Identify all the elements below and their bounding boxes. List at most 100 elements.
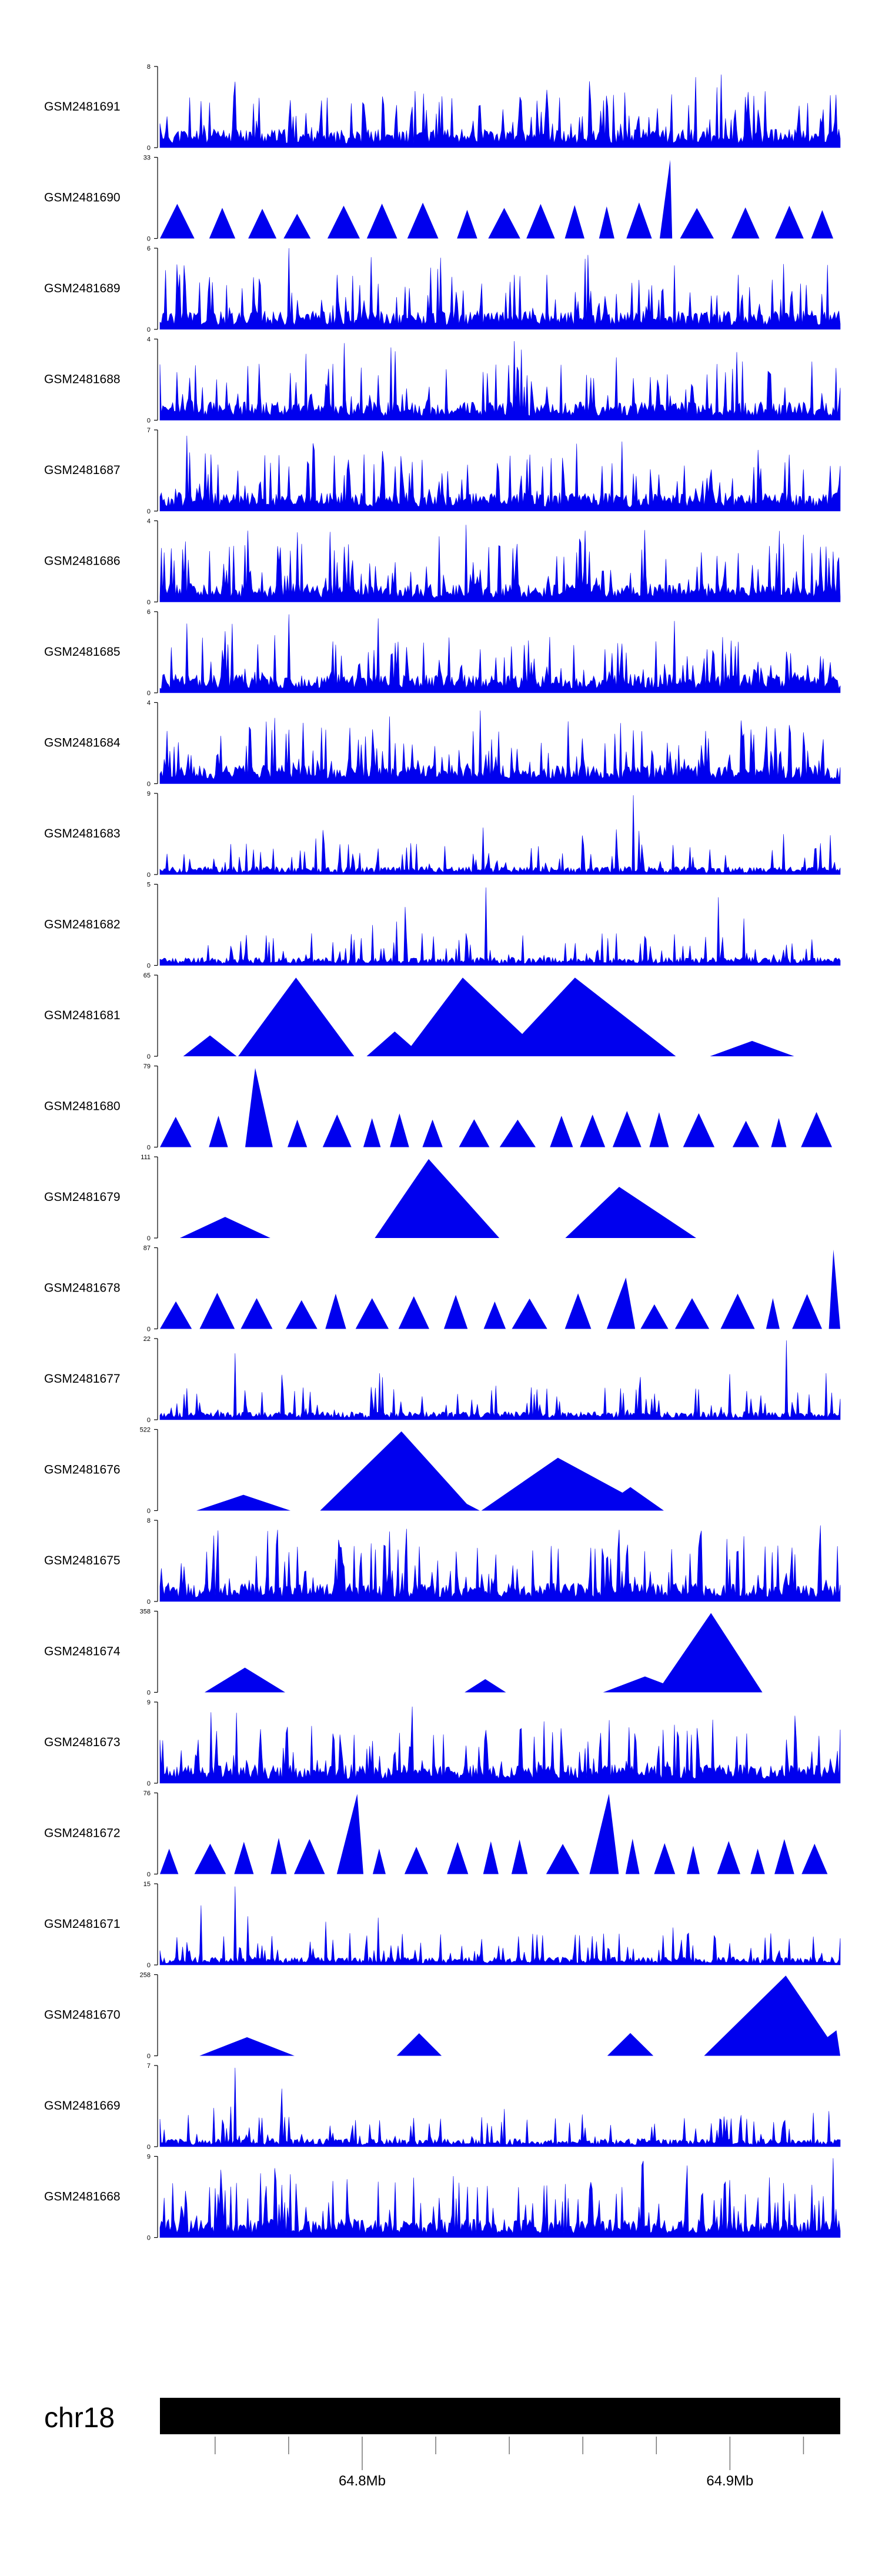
y-tick-label-max: 7 <box>147 2063 151 2070</box>
y-tick-label-min: 0 <box>147 508 151 515</box>
y-tick-label-min: 0 <box>147 1235 151 1242</box>
coverage-peak <box>160 1117 192 1147</box>
y-tick-label-max: 8 <box>147 64 151 71</box>
coverage-peak <box>603 1676 687 1693</box>
track-GSM2481679: GSM2481679 111 0 <box>44 1154 696 1242</box>
y-tick-label-min: 0 <box>147 1417 151 1424</box>
track-GSM2481685: GSM2481685 6 0 <box>44 609 841 697</box>
track-GSM2481669: GSM2481669 7 0 <box>44 2063 841 2151</box>
y-tick-label-min: 0 <box>147 326 151 333</box>
y-tick-label-max: 22 <box>143 1336 151 1343</box>
coverage-peak <box>336 1794 363 1874</box>
y-tick-label-max: 4 <box>147 336 151 343</box>
track-label: GSM2481670 <box>44 2008 121 2022</box>
coverage-peak <box>403 977 546 1056</box>
coverage-peak <box>404 1847 429 1874</box>
coverage-peak <box>322 1114 352 1147</box>
track-GSM2481681: GSM2481681 65 0 <box>44 972 794 1060</box>
coverage-peak <box>483 1841 499 1874</box>
track-label: GSM2481682 <box>44 918 121 932</box>
track-label: GSM2481669 <box>44 2099 121 2113</box>
track-GSM2481690: GSM2481690 33 0 <box>44 155 834 243</box>
y-tick-label-min: 0 <box>147 236 151 243</box>
coverage-signal <box>159 1886 841 1966</box>
coverage-peak <box>766 1298 780 1329</box>
y-tick-label-min: 0 <box>147 2053 151 2060</box>
coverage-peak <box>366 1031 423 1056</box>
y-tick-label-max: 111 <box>141 1154 151 1161</box>
y-tick-label-min: 0 <box>147 418 151 425</box>
track-GSM2481678: GSM2481678 87 0 <box>44 1245 840 1333</box>
coverage-peak <box>801 1843 828 1874</box>
y-tick-label-min: 0 <box>147 1690 151 1697</box>
coverage-peak <box>248 209 277 239</box>
coverage-peak <box>488 208 520 239</box>
track-label: GSM2481671 <box>44 1917 121 1931</box>
coverage-peak <box>607 2033 654 2056</box>
coverage-peak <box>674 1298 710 1329</box>
coverage-peak <box>589 1794 619 1874</box>
y-tick-label-min: 0 <box>147 1144 151 1152</box>
coverage-signal <box>159 525 841 602</box>
track-GSM2481689: GSM2481689 6 0 <box>44 245 841 333</box>
track-GSM2481671: GSM2481671 15 0 <box>44 1881 841 1969</box>
coverage-peak <box>398 1296 429 1329</box>
coverage-peak <box>160 203 195 239</box>
chromosome-label: chr18 <box>44 2403 115 2434</box>
coverage-peak <box>656 1613 763 1693</box>
y-tick-label-min: 0 <box>147 781 151 788</box>
coverage-peak <box>288 1119 308 1147</box>
y-tick-label-min: 0 <box>147 1508 151 1515</box>
coverage-signal <box>159 710 841 784</box>
coverage-peak <box>396 2033 442 2056</box>
coverage-peak <box>443 1294 468 1329</box>
major-tick-label: 64.8Mb <box>339 2473 386 2489</box>
track-GSM2481677: GSM2481677 22 0 <box>44 1336 841 1424</box>
y-tick-label-max: 33 <box>143 155 151 162</box>
track-GSM2481675: GSM2481675 8 0 <box>44 1517 841 1606</box>
y-tick-label-max: 522 <box>140 1427 151 1434</box>
coverage-peak <box>375 1159 500 1238</box>
coverage-peak <box>183 1035 237 1056</box>
coverage-peak <box>771 1118 787 1147</box>
track-label: GSM2481672 <box>44 1827 121 1840</box>
coverage-peak <box>199 2037 295 2056</box>
coverage-peak <box>680 208 714 239</box>
coverage-peak <box>792 1294 822 1329</box>
track-GSM2481684: GSM2481684 4 0 <box>44 700 841 788</box>
track-label: GSM2481678 <box>44 1282 121 1295</box>
track-label: GSM2481677 <box>44 1372 121 1386</box>
track-label: GSM2481676 <box>44 1463 121 1477</box>
coverage-peak <box>654 1843 676 1874</box>
coverage-peak <box>417 1225 476 1238</box>
genome-axis: chr18 64.8Mb 64.9Mb <box>44 2398 840 2489</box>
coverage-peak <box>512 1299 547 1329</box>
y-tick-label-min: 0 <box>147 1599 151 1606</box>
coverage-peak <box>801 1112 832 1147</box>
coverage-signal <box>159 1706 841 1784</box>
y-tick-label-max: 6 <box>147 609 151 616</box>
y-tick-label-min: 0 <box>147 1871 151 1878</box>
y-tick-label-max: 258 <box>140 1972 151 1979</box>
coverage-peak <box>325 1293 346 1329</box>
y-tick-label-max: 358 <box>140 1609 151 1616</box>
coverage-peak <box>366 203 397 239</box>
coverage-peak <box>564 205 584 239</box>
coverage-signal <box>159 248 841 330</box>
coverage-peak <box>626 202 652 239</box>
coverage-peak <box>209 208 236 239</box>
coverage-peak <box>355 1298 389 1329</box>
y-tick-label-max: 6 <box>147 245 151 252</box>
coverage-peak <box>564 1293 592 1329</box>
y-tick-label-max: 8 <box>147 1517 151 1524</box>
coverage-peak <box>683 1113 715 1147</box>
track-GSM2481688: GSM2481688 4 0 <box>44 336 841 425</box>
coverage-peak <box>199 1293 235 1329</box>
coverage-signal <box>159 614 841 693</box>
coverage-peak <box>160 1301 192 1329</box>
coverage-signal <box>159 435 841 512</box>
track-label: GSM2481686 <box>44 555 121 568</box>
coverage-peak <box>811 210 834 239</box>
track-GSM2481686: GSM2481686 4 0 <box>44 518 841 606</box>
axis-ticks: 64.8Mb 64.9Mb <box>215 2437 804 2489</box>
